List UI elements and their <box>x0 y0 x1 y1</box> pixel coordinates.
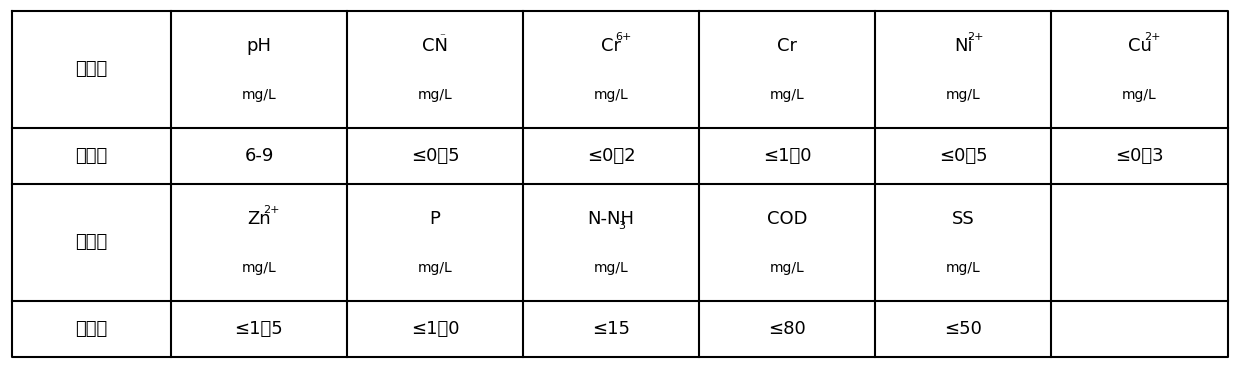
Text: mg/L: mg/L <box>594 261 629 275</box>
Text: ≤0．3: ≤0．3 <box>1115 147 1164 165</box>
Text: ≤80: ≤80 <box>769 320 806 338</box>
Text: Zn: Zn <box>247 210 270 228</box>
Text: ≤50: ≤50 <box>945 320 982 338</box>
Text: 污染物: 污染物 <box>76 233 108 251</box>
Text: mg/L: mg/L <box>770 261 805 275</box>
Text: mg/L: mg/L <box>242 88 277 102</box>
Text: 2+: 2+ <box>1143 32 1161 42</box>
Text: mg/L: mg/L <box>1122 88 1157 102</box>
Text: 检测值: 检测值 <box>76 320 108 338</box>
Text: ≤0．2: ≤0．2 <box>587 147 636 165</box>
Text: ≤1．0: ≤1．0 <box>410 320 459 338</box>
Text: 6-9: 6-9 <box>244 147 274 165</box>
Text: Ni: Ni <box>954 37 972 55</box>
Text: mg/L: mg/L <box>242 261 277 275</box>
Text: mg/L: mg/L <box>770 88 805 102</box>
Text: mg/L: mg/L <box>418 261 453 275</box>
Text: Cr: Cr <box>777 37 797 55</box>
Text: COD: COD <box>768 210 807 228</box>
Text: ⁻: ⁻ <box>439 32 445 42</box>
Text: CN: CN <box>422 37 448 55</box>
Text: 2+: 2+ <box>263 205 279 215</box>
Text: 6+: 6+ <box>615 32 631 42</box>
Text: ≤1．0: ≤1．0 <box>763 147 811 165</box>
Text: mg/L: mg/L <box>594 88 629 102</box>
Text: ≤15: ≤15 <box>593 320 630 338</box>
Text: ≤0．5: ≤0．5 <box>410 147 459 165</box>
Text: P: P <box>429 210 440 228</box>
Text: 2+: 2+ <box>967 32 985 42</box>
Text: ≤0．5: ≤0．5 <box>939 147 988 165</box>
Text: 污染物: 污染物 <box>76 60 108 78</box>
Text: SS: SS <box>952 210 975 228</box>
Text: pH: pH <box>247 37 272 55</box>
Text: Cu: Cu <box>1127 37 1152 55</box>
Text: 检测值: 检测值 <box>76 147 108 165</box>
Text: mg/L: mg/L <box>946 88 981 102</box>
Text: mg/L: mg/L <box>946 261 981 275</box>
Text: 3: 3 <box>618 221 625 231</box>
Text: Cr: Cr <box>601 37 621 55</box>
Text: ≤1．5: ≤1．5 <box>234 320 283 338</box>
Text: mg/L: mg/L <box>418 88 453 102</box>
Text: N-NH: N-NH <box>588 210 635 228</box>
